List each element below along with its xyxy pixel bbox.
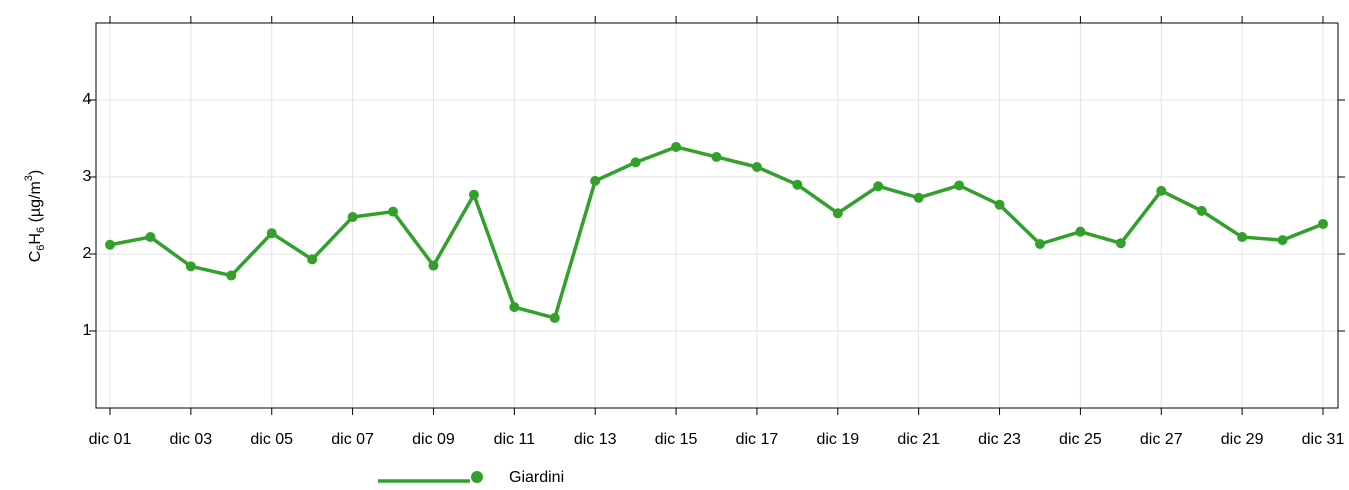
data-point: [1318, 218, 1328, 229]
x-tick-label: dic 21: [897, 431, 940, 448]
data-point: [226, 270, 237, 281]
y-axis-label-part: C: [27, 251, 44, 263]
data-point: [873, 181, 884, 192]
legend-marker: [471, 471, 483, 483]
data-point: [711, 151, 722, 162]
data-point: [428, 260, 439, 271]
x-tick-label: dic 17: [736, 431, 779, 448]
x-tick-label: dic 09: [412, 431, 455, 448]
x-tick-label: dic 15: [655, 431, 698, 448]
y-axis-label-part: 6: [35, 227, 47, 233]
y-axis-label-part: 6: [35, 245, 47, 251]
data-point: [1075, 226, 1086, 237]
data-point: [145, 232, 156, 243]
data-point: [832, 208, 843, 219]
x-tick-label: dic 11: [494, 431, 536, 448]
data-point: [549, 312, 560, 323]
legend-label: Giardini: [509, 469, 564, 486]
x-tick-label: dic 01: [89, 431, 132, 448]
data-point: [307, 254, 318, 265]
data-point: [1277, 235, 1288, 246]
data-point: [388, 206, 399, 217]
series-line: [109, 145, 1324, 320]
y-tick-label: 4: [83, 91, 92, 108]
y-axis-label-part: ): [27, 170, 44, 175]
data-point: [630, 157, 641, 168]
data-point: [1237, 232, 1248, 243]
data-point: [751, 161, 762, 172]
data-point: [792, 179, 803, 190]
y-tick-label: 2: [83, 245, 92, 262]
x-tick-label: dic 07: [331, 431, 374, 448]
y-tick-label: 3: [83, 168, 92, 185]
plot-frame: [95, 22, 1339, 409]
data-point: [1156, 185, 1167, 196]
data-point: [1196, 205, 1207, 216]
x-tick-label: dic 27: [1140, 431, 1183, 448]
data-point: [590, 175, 601, 186]
x-tick-label: dic 13: [574, 431, 617, 448]
data-point: [347, 212, 358, 223]
x-tick-label: dic 05: [250, 431, 293, 448]
x-tick-label: dic 03: [170, 431, 213, 448]
data-point: [105, 239, 115, 250]
y-axis-label-part: 3: [23, 175, 35, 181]
data-point: [913, 192, 924, 203]
data-point: [1034, 238, 1045, 249]
x-tick-label: dic 25: [1059, 431, 1102, 448]
data-point: [954, 180, 965, 191]
data-point: [185, 261, 196, 272]
x-tick-label: dic 19: [816, 431, 859, 448]
data-point: [509, 302, 520, 313]
data-point: [994, 199, 1005, 210]
y-axis-label-part: H: [27, 233, 44, 245]
x-tick-label: dic 23: [978, 431, 1021, 448]
data-point: [468, 189, 479, 200]
y-axis-label-part: (µg/m: [27, 181, 44, 227]
x-tick-label: dic 29: [1221, 431, 1264, 448]
data-point: [1115, 238, 1126, 249]
x-tick-label: dic 31: [1302, 431, 1345, 448]
y-tick-label: 1: [83, 322, 92, 339]
data-point: [671, 141, 682, 152]
y-axis-label: C6H6 (µg/m3): [23, 170, 47, 263]
data-point: [266, 228, 277, 239]
